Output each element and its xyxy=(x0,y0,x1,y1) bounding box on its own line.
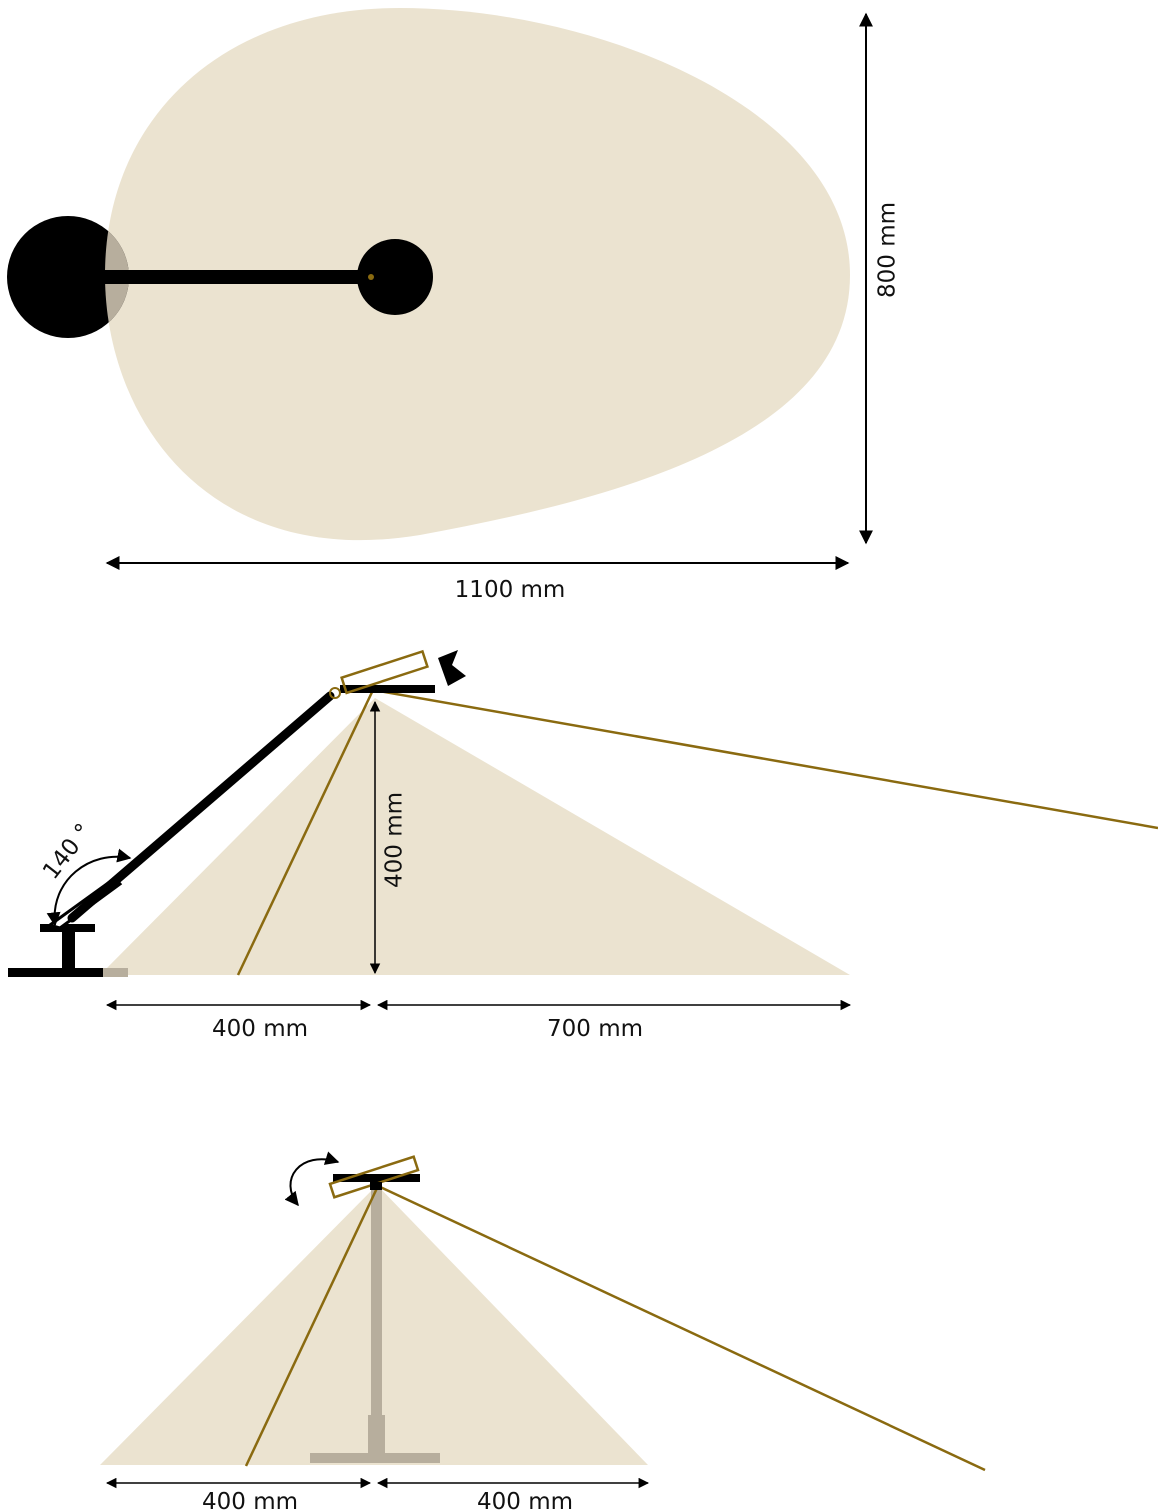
head-pivot xyxy=(329,687,341,699)
head-bar xyxy=(333,1174,420,1182)
base-plate xyxy=(310,1453,440,1463)
height-label: 400 mm xyxy=(382,792,408,888)
pole-lower xyxy=(368,1415,385,1455)
arm xyxy=(105,270,375,284)
pole-top xyxy=(370,1182,382,1190)
head-bar xyxy=(340,685,435,693)
beam-left xyxy=(236,689,375,976)
pillar-top xyxy=(40,924,95,932)
depth-label: 800 mm xyxy=(875,202,901,298)
head-tilt xyxy=(340,649,429,695)
head xyxy=(357,239,433,315)
pivot xyxy=(368,274,374,280)
top-view: 800 mm 1100 mm xyxy=(7,8,901,603)
pillar xyxy=(62,928,75,970)
beam-right xyxy=(377,1184,986,1472)
left-label: 400 mm xyxy=(212,1016,308,1042)
side-view: 140 ° 400 mm 400 mm 700 mm xyxy=(8,649,1158,1042)
light-area xyxy=(105,8,850,541)
base-plate-end xyxy=(103,968,128,977)
rotate-arrow xyxy=(284,1151,340,1207)
base-plate xyxy=(8,968,103,977)
right-label: 700 mm xyxy=(547,1016,643,1042)
front-view: 400 mm 400 mm xyxy=(100,1151,986,1512)
pole xyxy=(371,1188,382,1418)
beam-right xyxy=(372,688,1158,830)
left-label: 400 mm xyxy=(202,1489,298,1512)
angle-arc xyxy=(46,848,132,927)
base xyxy=(7,216,129,338)
angle-label: 140 ° xyxy=(38,819,97,884)
width-label: 1100 mm xyxy=(455,577,566,603)
tilt-arrow xyxy=(438,650,466,686)
light-area xyxy=(100,698,850,975)
beam-left xyxy=(244,1185,380,1467)
right-label: 400 mm xyxy=(477,1489,573,1512)
